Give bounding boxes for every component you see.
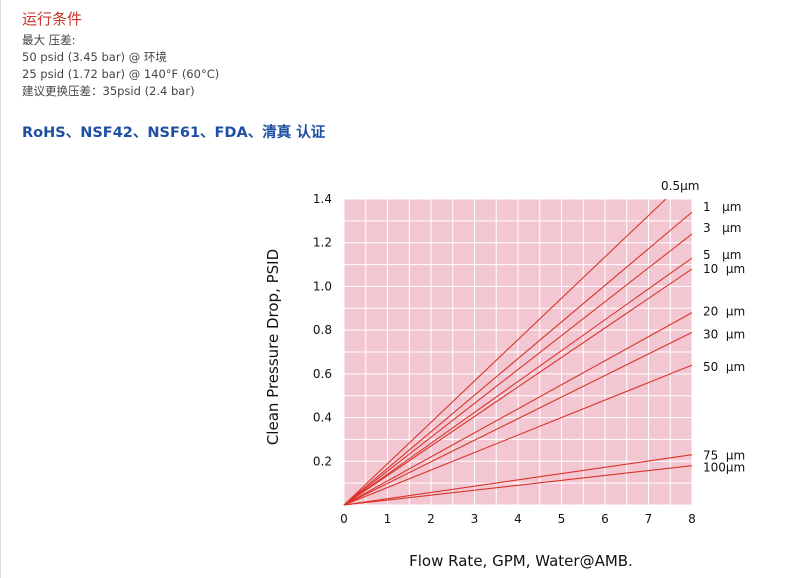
y-tick-label: 0.8 — [313, 323, 332, 337]
series-line — [343, 465, 693, 506]
x-axis-label: Flow Rate, GPM, Water@AMB. — [409, 552, 633, 570]
series-line — [343, 331, 693, 506]
series-line — [343, 233, 693, 506]
series-label: 100µm — [703, 461, 745, 475]
series-line — [343, 257, 693, 506]
y-tick-label: 1.0 — [313, 279, 332, 293]
series-lines — [343, 198, 693, 506]
x-tick-label: 6 — [601, 512, 609, 526]
series-label: 3 µm — [703, 221, 741, 235]
spec-line: 50 psid (3.45 bar) @ 环境 — [22, 50, 167, 64]
series-label: 1 µm — [703, 200, 741, 214]
series-line — [343, 312, 693, 506]
series-label: 20 µm — [703, 305, 745, 319]
series-line — [343, 198, 667, 506]
y-axis-ticks: 0.2 0.4 0.6 0.8 1.0 1.2 1.4 — [313, 192, 332, 468]
spec-line: 建议更换压差：35psid (2.4 bar) — [22, 84, 195, 98]
x-tick-label: 2 — [427, 512, 435, 526]
x-tick-label: 3 — [471, 512, 479, 526]
series-label: 5 µm — [703, 248, 741, 262]
y-tick-label: 0.6 — [313, 367, 332, 381]
x-tick-label: 0 — [340, 512, 348, 526]
series-label: 30 µm — [703, 327, 745, 341]
series-line — [343, 268, 693, 506]
series-label: 0.5µm — [661, 179, 699, 193]
operating-specs: 最大 压差: 50 psid (3.45 bar) @ 环境 25 psid (… — [22, 32, 219, 100]
x-axis-ticks: 0 1 2 3 4 5 6 7 8 — [340, 512, 696, 526]
series-label: 50 µm — [703, 360, 745, 374]
left-border — [0, 0, 1, 578]
spec-line: 最大 压差: — [22, 33, 76, 47]
y-axis-label: Clean Pressure Drop, PSID — [264, 249, 282, 445]
section-title: 运行条件 — [22, 10, 83, 28]
x-tick-label: 8 — [688, 512, 696, 526]
series-label: 75 µm — [703, 449, 745, 463]
y-tick-label: 1.4 — [313, 192, 332, 206]
certifications-line: RoHS、NSF42、NSF61、FDA、清真 认证 — [22, 125, 326, 141]
series-label: 10 µm — [703, 262, 745, 276]
series-line — [343, 364, 693, 506]
y-tick-label: 0.4 — [313, 411, 332, 425]
spec-line: 25 psid (1.72 bar) @ 140°F (60°C) — [22, 67, 220, 81]
series-line — [343, 211, 693, 506]
y-tick-label: 1.2 — [313, 236, 332, 250]
x-tick-label: 4 — [514, 512, 522, 526]
x-tick-label: 7 — [645, 512, 653, 526]
x-tick-label: 1 — [384, 512, 392, 526]
y-tick-label: 0.2 — [313, 454, 332, 468]
series-line — [343, 454, 693, 506]
x-tick-label: 5 — [558, 512, 566, 526]
